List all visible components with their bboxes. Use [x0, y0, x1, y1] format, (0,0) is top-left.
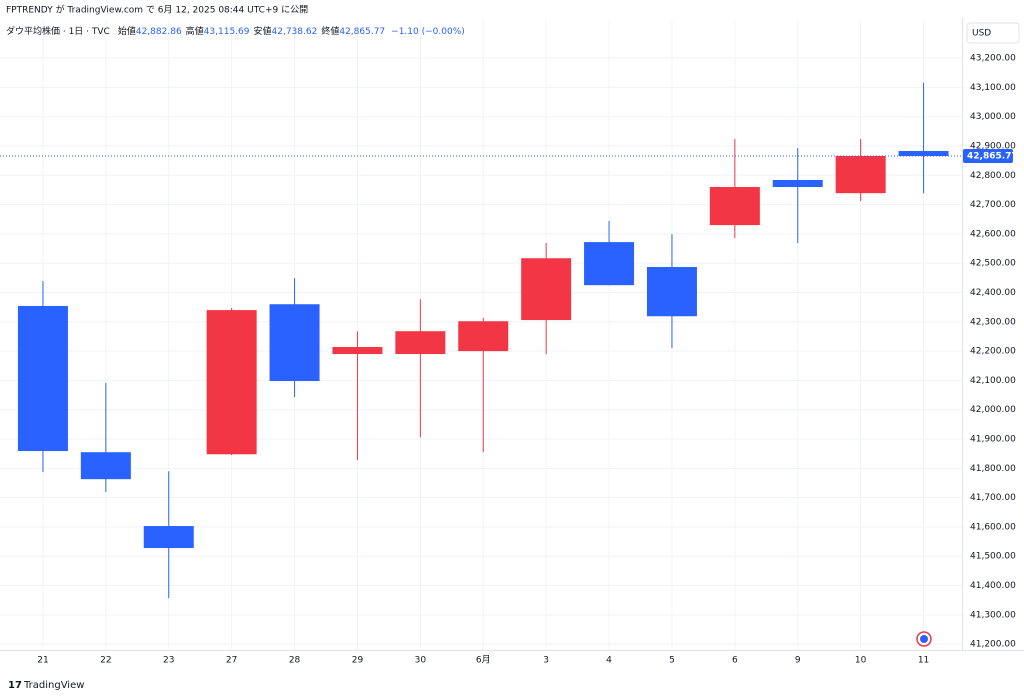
- x-tick-label: 27: [226, 656, 237, 666]
- y-tick-label: 41,700.00: [970, 493, 1016, 503]
- legend-value: 42,738.62: [272, 27, 318, 37]
- y-tick-label: 41,900.00: [970, 435, 1016, 445]
- x-tick-label: 23: [163, 656, 174, 666]
- legend-value: 42,865.77: [339, 27, 385, 37]
- y-tick-label: 42,400.00: [970, 288, 1016, 298]
- candle-body: [521, 258, 572, 321]
- currency: USD: [972, 29, 991, 39]
- brand: TradingView: [23, 680, 84, 691]
- brand-logo: 𝟭𝟳: [8, 680, 22, 691]
- legend-label: 始値: [118, 25, 136, 37]
- legend-label: 終値: [321, 25, 339, 37]
- y-tick-label: 41,300.00: [970, 610, 1016, 620]
- y-tick-label: 43,100.00: [970, 83, 1016, 93]
- y-tick-label: 42,500.00: [970, 259, 1016, 269]
- y-tick-label: 41,500.00: [970, 552, 1016, 562]
- candle-body: [269, 304, 320, 382]
- candle-body: [709, 187, 760, 226]
- x-tick-label: 9: [795, 656, 801, 666]
- last-price-label: 42,865.77: [967, 152, 1018, 162]
- x-tick-label: 22: [100, 656, 111, 666]
- x-tick-label: 5: [669, 656, 675, 666]
- candle-body: [646, 267, 697, 317]
- legend-label: 安値: [254, 25, 272, 37]
- y-tick-label: 42,000.00: [970, 405, 1016, 415]
- candle-body: [458, 321, 509, 352]
- candle-body: [332, 347, 383, 355]
- x-tick-label: 4: [606, 656, 612, 666]
- y-tick-label: 42,800.00: [970, 171, 1016, 181]
- event-flag-inner: [920, 635, 928, 643]
- y-tick-label: 41,400.00: [970, 581, 1016, 591]
- candle-body: [80, 452, 131, 480]
- y-tick-label: 41,600.00: [970, 522, 1016, 532]
- y-tick-label: 42,600.00: [970, 229, 1016, 239]
- x-tick-label: 11: [918, 656, 929, 666]
- x-tick-label: 30: [415, 656, 427, 666]
- y-tick-label: 43,000.00: [970, 112, 1016, 122]
- y-tick-label: 41,200.00: [970, 640, 1016, 650]
- logo-mark: 𝟭𝟳: [8, 680, 22, 691]
- y-tick-label: 42,900.00: [970, 142, 1016, 152]
- candle-body: [17, 305, 68, 452]
- legend-value: 42,882.86: [136, 27, 182, 37]
- candle-body: [206, 310, 257, 455]
- y-tick-label: 42,300.00: [970, 317, 1016, 327]
- x-tick-label: 3: [543, 656, 549, 666]
- y-tick-label: 42,700.00: [970, 200, 1016, 210]
- x-tick-label: 6月: [476, 655, 491, 666]
- axis-border: [962, 18, 963, 650]
- y-tick-label: 42,200.00: [970, 347, 1016, 357]
- legend-value: 43,115.69: [204, 27, 250, 37]
- candle-body: [584, 242, 635, 286]
- x-tick-label: 29: [352, 656, 364, 666]
- candle-body: [898, 151, 949, 157]
- x-tick-label: 6: [732, 656, 738, 666]
- currency-box[interactable]: [966, 22, 1020, 44]
- legend-symbol: ダウ平均株価 · 1日 · TVC: [6, 25, 110, 37]
- y-tick-label: 43,200.00: [970, 54, 1016, 64]
- publish-line: FPTRENDY が TradingView.com で 6月 12, 2025…: [6, 4, 308, 16]
- time-axis-border: [0, 650, 1024, 651]
- y-tick-label: 42,100.00: [970, 376, 1016, 386]
- last-price-box: [963, 149, 1013, 164]
- candle-body: [835, 155, 886, 194]
- legend-change: −1.10 (−0.00%): [391, 27, 465, 37]
- legend: ダウ平均株価 · 1日 · TVC 始値42,882.86 高値43,115.69 安…: [6, 25, 465, 37]
- x-tick-label: 28: [289, 656, 301, 666]
- candle-body: [143, 526, 194, 549]
- candle-body: [772, 179, 823, 188]
- x-tick-label: 21: [37, 656, 48, 666]
- x-tick-label: 10: [855, 656, 867, 666]
- candle-body: [395, 331, 446, 355]
- y-tick-label: 41,800.00: [970, 464, 1016, 474]
- legend-label: 高値: [186, 25, 204, 37]
